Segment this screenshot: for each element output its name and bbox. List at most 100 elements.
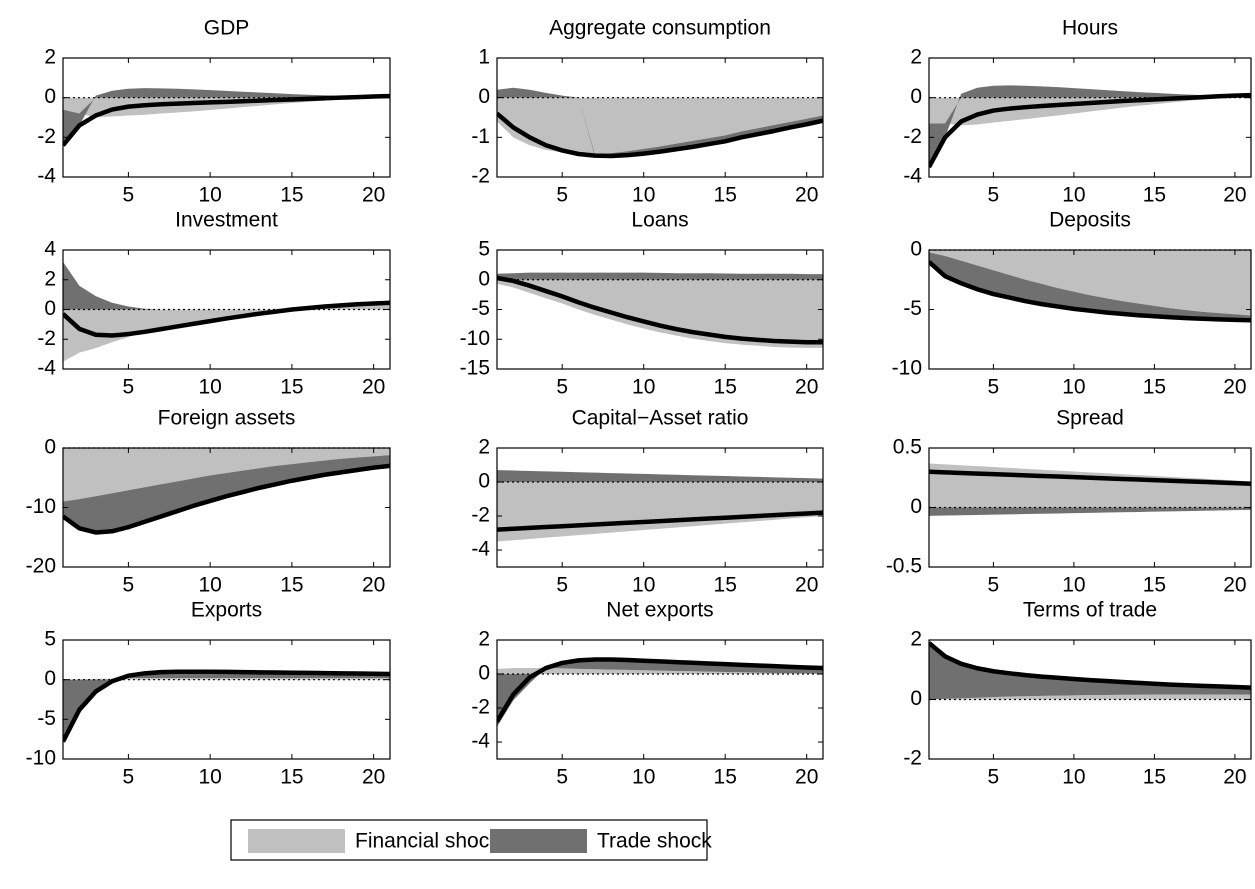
y-tick-label: -2 bbox=[37, 125, 56, 148]
x-tick-label: 5 bbox=[988, 766, 1000, 789]
y-tick-label: -5 bbox=[37, 707, 56, 730]
x-tick-label: 20 bbox=[795, 574, 818, 597]
x-tick-label: 10 bbox=[632, 376, 655, 399]
x-tick-label: 10 bbox=[1062, 184, 1085, 207]
x-tick-label: 20 bbox=[1223, 376, 1246, 399]
y-tick-label: 0 bbox=[910, 495, 922, 518]
y-tick-label: 0 bbox=[44, 85, 56, 108]
y-tick-label: 0 bbox=[44, 667, 56, 690]
x-tick-label: 10 bbox=[198, 376, 221, 399]
x-tick-label: 20 bbox=[795, 766, 818, 789]
shock-area: Trade shock bbox=[929, 252, 1251, 321]
y-tick-label: 2 bbox=[44, 267, 56, 290]
x-tick-label: 15 bbox=[280, 376, 303, 399]
x-tick-label: 10 bbox=[198, 574, 221, 597]
shock-area: Trade shock bbox=[63, 261, 390, 310]
x-tick-label: 5 bbox=[556, 766, 568, 789]
axes-frame bbox=[496, 447, 824, 568]
x-tick-label: 15 bbox=[280, 574, 303, 597]
legend-label: Trade shock bbox=[597, 830, 712, 853]
total-line bbox=[63, 669, 390, 743]
shock-area: Financial shock bbox=[929, 250, 1251, 316]
subplot-title: Terms of trade bbox=[1023, 599, 1157, 622]
y-tick-label: -2 bbox=[903, 125, 922, 148]
x-tick-label: 20 bbox=[1223, 184, 1246, 207]
axes-frame bbox=[496, 639, 824, 760]
shock-area: Trade shock bbox=[929, 507, 1251, 516]
y-tick-label: 0 bbox=[478, 267, 490, 290]
y-tick-label: 0 bbox=[44, 297, 56, 320]
x-tick-label: 15 bbox=[714, 184, 737, 207]
axes-frame bbox=[62, 57, 391, 178]
total-line bbox=[497, 657, 823, 723]
total-line bbox=[63, 300, 390, 338]
y-tick-label: 5 bbox=[44, 628, 56, 651]
axes-frame bbox=[928, 639, 1252, 760]
subplot-title: Aggregate consumption bbox=[549, 17, 771, 40]
x-tick-label: 5 bbox=[988, 376, 1000, 399]
subplot-title: GDP bbox=[204, 17, 250, 40]
x-tick-label: 5 bbox=[988, 184, 1000, 207]
subplot-title: Net exports bbox=[606, 599, 713, 622]
shock-area: Financial shock bbox=[497, 97, 823, 154]
x-tick-label: 20 bbox=[362, 376, 385, 399]
x-tick-label: 20 bbox=[795, 184, 818, 207]
y-tick-label: 0 bbox=[910, 85, 922, 108]
x-tick-label: 20 bbox=[362, 766, 385, 789]
y-tick-label: 0 bbox=[44, 436, 56, 459]
x-tick-label: 5 bbox=[123, 376, 135, 399]
axes-frame bbox=[62, 249, 391, 370]
shock-area: Trade shock bbox=[63, 455, 390, 533]
y-tick-label: 0 bbox=[910, 687, 922, 710]
y-tick-label: -2 bbox=[471, 696, 490, 719]
shock-area: Financial shock bbox=[497, 279, 823, 348]
x-tick-label: 10 bbox=[1062, 574, 1085, 597]
y-tick-label: 0.5 bbox=[893, 436, 922, 459]
subplot-title: Capital−Asset ratio bbox=[572, 407, 749, 430]
x-tick-label: 5 bbox=[556, 376, 568, 399]
shock-area: Financial shock bbox=[63, 448, 390, 502]
plot-area bbox=[497, 640, 823, 759]
y-tick-label: 2 bbox=[910, 628, 922, 651]
axes-frame bbox=[62, 639, 391, 760]
x-tick-label: 10 bbox=[198, 184, 221, 207]
x-tick-label: 5 bbox=[123, 574, 135, 597]
x-tick-label: 15 bbox=[280, 766, 303, 789]
y-tick-label: -4 bbox=[471, 730, 490, 753]
shock-area: Financial shock bbox=[497, 668, 823, 674]
x-tick-label: 20 bbox=[362, 574, 385, 597]
subplot-title: Hours bbox=[1062, 17, 1118, 40]
total-line bbox=[497, 275, 823, 345]
x-tick-label: 5 bbox=[123, 766, 135, 789]
total-line bbox=[497, 111, 823, 159]
total-line bbox=[929, 92, 1251, 169]
y-tick-label: -4 bbox=[471, 538, 490, 561]
shock-area: Financial shock bbox=[929, 694, 1251, 700]
y-tick-label: -2 bbox=[903, 747, 922, 770]
y-tick-label: -10 bbox=[892, 357, 922, 380]
axes-frame bbox=[62, 447, 391, 568]
legend-swatch bbox=[490, 829, 587, 853]
subplot-title: Investment bbox=[175, 209, 278, 232]
y-tick-label: 1 bbox=[478, 46, 490, 69]
y-tick-label: -2 bbox=[37, 327, 56, 350]
x-tick-label: 20 bbox=[1223, 574, 1246, 597]
y-tick-label: -1 bbox=[471, 125, 490, 148]
x-tick-label: 15 bbox=[714, 766, 737, 789]
y-tick-label: -4 bbox=[37, 165, 56, 188]
legend-label: Financial shock bbox=[355, 830, 500, 853]
plot-area bbox=[63, 58, 390, 177]
axes-frame bbox=[928, 249, 1252, 370]
subplot-title: Foreign assets bbox=[158, 407, 296, 430]
y-tick-label: 2 bbox=[478, 436, 490, 459]
shock-area: Financial shock bbox=[929, 96, 1251, 126]
y-tick-label: -5 bbox=[471, 297, 490, 320]
plot-area bbox=[63, 640, 390, 759]
x-tick-label: 20 bbox=[795, 376, 818, 399]
y-tick-label: 4 bbox=[44, 238, 56, 261]
x-tick-label: 15 bbox=[714, 376, 737, 399]
